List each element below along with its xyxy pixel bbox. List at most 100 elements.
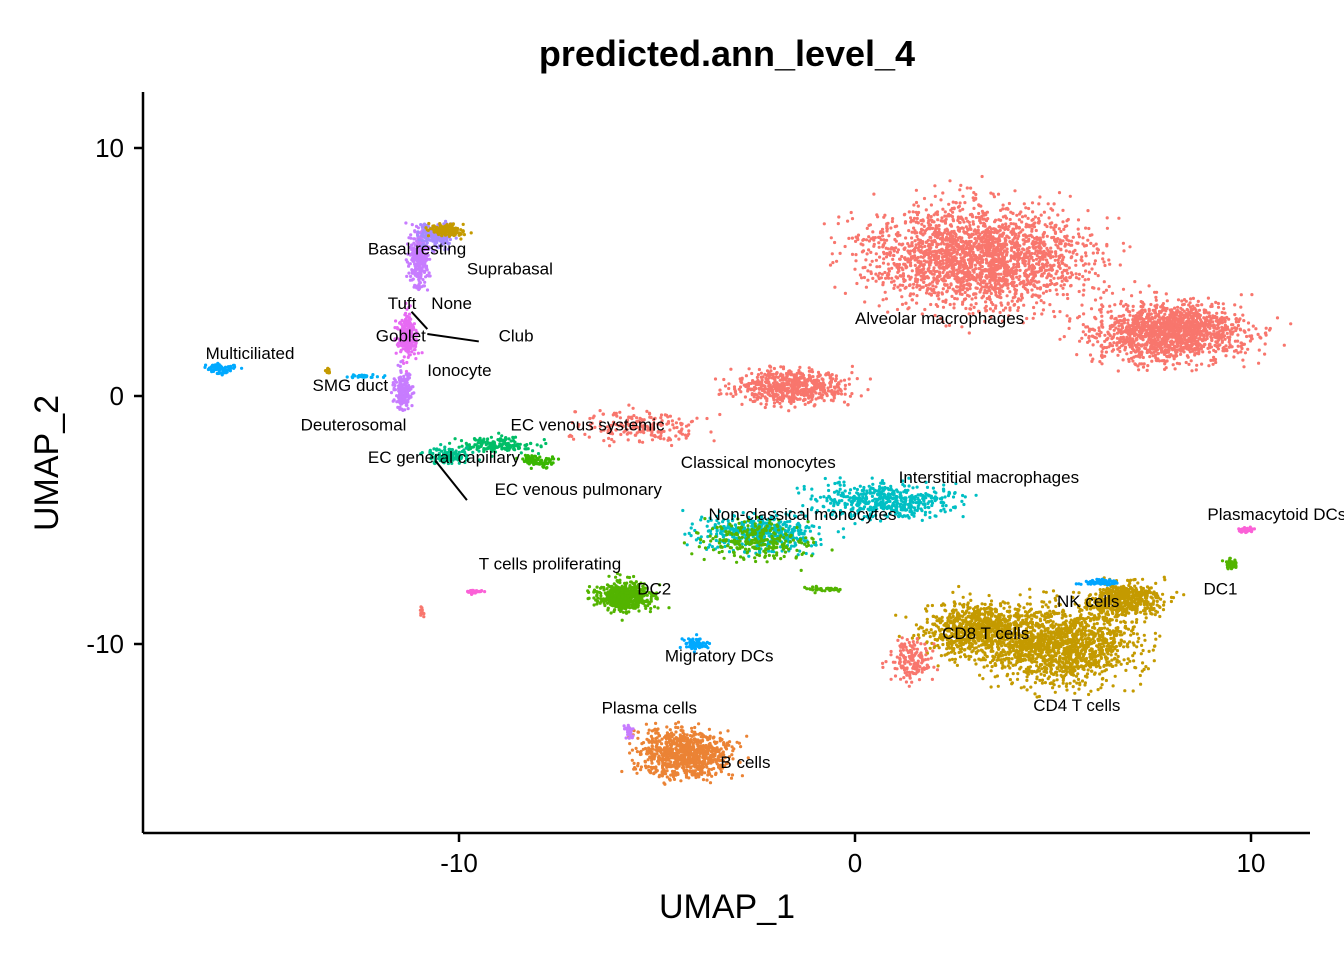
data-point (870, 259, 874, 263)
data-point (1179, 321, 1183, 325)
data-point (934, 234, 938, 238)
data-point (1239, 341, 1243, 345)
data-point (1209, 345, 1213, 349)
data-point (997, 272, 1001, 276)
data-point (941, 504, 945, 508)
data-point (854, 239, 858, 243)
data-point (850, 252, 855, 256)
data-point (1151, 324, 1156, 328)
data-point (824, 373, 828, 377)
data-point (937, 265, 941, 269)
data-point (912, 282, 916, 286)
data-point (1139, 309, 1143, 313)
data-point (961, 265, 966, 269)
data-point (1257, 361, 1261, 365)
data-point (1019, 210, 1023, 214)
data-point (1027, 258, 1031, 262)
data-point (972, 243, 976, 247)
data-point (1020, 215, 1025, 219)
data-point (1000, 234, 1004, 238)
data-point (1097, 287, 1101, 291)
data-point (1223, 326, 1227, 330)
data-point (1062, 335, 1066, 339)
data-point (895, 224, 899, 228)
data-point (942, 231, 947, 235)
data-point (1008, 217, 1012, 222)
data-point (1102, 260, 1106, 264)
data-point (1043, 223, 1047, 227)
data-point (1171, 363, 1175, 367)
data-point (919, 227, 924, 231)
data-point (1175, 345, 1179, 349)
data-point (938, 262, 943, 266)
data-point (1127, 324, 1131, 328)
data-point (1158, 332, 1162, 336)
data-point (1246, 347, 1250, 351)
data-point (1100, 314, 1104, 318)
data-point (965, 293, 970, 297)
data-point (789, 370, 793, 374)
data-point (1093, 315, 1097, 319)
data-point (1022, 202, 1026, 206)
data-point (725, 392, 729, 396)
data-point (1015, 299, 1020, 303)
data-point (940, 238, 945, 242)
data-point (1194, 319, 1198, 323)
data-point (1134, 363, 1138, 367)
data-point (1141, 355, 1145, 360)
data-point (897, 269, 901, 273)
data-point (822, 399, 826, 403)
data-point (993, 287, 998, 291)
data-point (1087, 336, 1091, 340)
data-point (1047, 216, 1051, 220)
data-point (1155, 303, 1159, 307)
data-point (1059, 229, 1063, 234)
data-point (903, 262, 907, 266)
data-point (976, 225, 980, 229)
data-point (848, 491, 852, 495)
data-point (922, 263, 926, 267)
data-point (767, 380, 771, 384)
data-point (868, 223, 873, 227)
data-point (881, 298, 885, 302)
data-point (1034, 257, 1039, 261)
data-point (970, 232, 974, 236)
data-point (987, 251, 992, 255)
data-point (959, 183, 963, 187)
data-point (740, 402, 744, 406)
data-point (951, 245, 955, 249)
data-point (923, 244, 927, 248)
data-point (867, 235, 871, 239)
data-point (1172, 347, 1176, 351)
data-point (1246, 321, 1251, 325)
chart-title: predicted.ann_level_4 (539, 33, 915, 74)
data-point (919, 255, 923, 259)
data-point (978, 290, 982, 294)
data-point (666, 421, 671, 425)
data-point (1227, 338, 1232, 342)
data-point (944, 261, 949, 265)
data-point (878, 255, 882, 259)
data-point (1004, 249, 1008, 253)
data-point (821, 388, 825, 392)
data-point (792, 394, 796, 398)
data-point (979, 221, 983, 225)
data-point (1133, 280, 1137, 284)
data-point (939, 219, 943, 223)
data-point (893, 263, 897, 267)
data-point (920, 518, 924, 523)
data-point (973, 292, 977, 296)
data-point (1062, 227, 1066, 231)
data-point (786, 372, 790, 376)
data-point (675, 425, 679, 430)
data-point (1097, 326, 1101, 330)
data-point (1040, 262, 1045, 266)
data-point (827, 488, 831, 493)
data-point (1136, 311, 1140, 315)
data-point (776, 375, 780, 379)
data-point (942, 487, 946, 491)
data-point (968, 287, 972, 291)
data-point (850, 364, 855, 368)
data-point (1066, 296, 1070, 301)
data-point (953, 262, 958, 266)
